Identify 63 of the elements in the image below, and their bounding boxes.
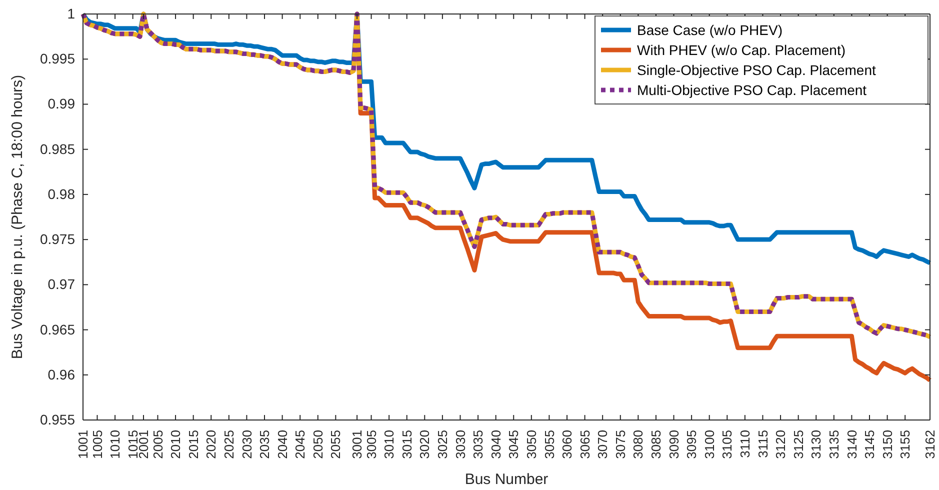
x-tick-label: 3045 [506,430,522,459]
x-tick-label: 3020 [417,430,432,459]
x-tick-label: 3060 [560,430,575,459]
x-tick-label: 3001 [350,430,365,459]
y-tick-label: 0.985 [40,140,76,157]
x-tick-label: 2010 [168,430,184,459]
x-tick-label: 3025 [434,430,450,459]
x-tick-label: 3140 [844,430,860,459]
x-tick-label: 3135 [826,430,842,459]
x-tick-label: 3015 [399,430,414,459]
y-tick-label: 0.955 [40,411,76,428]
x-tick-label: 1005 [90,430,105,459]
x-tick-label: 3150 [880,430,895,459]
y-tick-label: 0.975 [40,231,76,248]
y-tick-label: 0.99 [48,96,76,112]
legend-label: With PHEV (w/o Cap. Placement) [637,42,846,58]
x-tick-label: 3085 [648,430,664,459]
x-tick-label: 3035 [470,430,486,459]
x-tick-label: 1001 [76,430,91,459]
x-tick-label: 3115 [755,430,770,458]
x-tick-label: 3080 [630,430,646,459]
x-tick-label: 3125 [790,430,806,459]
x-tick-label: 3095 [684,430,700,459]
x-tick-label: 3050 [524,430,539,459]
x-tick-label: 3155 [898,430,913,459]
x-tick-label: 3090 [666,430,682,459]
x-tick-label: 3005 [364,430,379,459]
y-tick-label: 0.995 [40,50,76,67]
y-tick-label: 0.98 [48,186,76,202]
y-tick-label: 1 [67,5,76,22]
x-tick-label: 3055 [542,430,557,459]
x-tick-label: 3162 [922,430,938,459]
x-tick-label: 2005 [150,430,166,459]
x-tick-label: 3065 [577,430,592,459]
y-tick-label: 0.96 [48,366,76,382]
y-axis-title: Bus Voltage in p.u. (Phase C, 18:00 hours) [9,74,26,360]
x-tick-label: 3105 [720,430,735,459]
x-tick-label: 2055 [328,430,344,459]
x-tick-label: 2050 [310,430,326,459]
x-tick-label: 1010 [108,430,123,459]
x-tick-label: 3010 [382,430,397,459]
x-tick-label: 3120 [773,430,788,459]
x-tick-label: 2025 [221,430,236,459]
x-tick-label: 2030 [239,430,254,459]
x-tick-label: 2040 [274,430,290,459]
legend-label: Single-Objective PSO Cap. Placement [637,62,876,78]
x-tick-label: 2045 [292,430,308,459]
x-tick-label: 2015 [186,430,201,459]
x-tick-label: 3110 [737,430,752,458]
legend-label: Multi-Objective PSO Cap. Placement [637,82,867,98]
x-tick-label: 3070 [595,430,610,459]
x-tick-label: 2020 [204,430,219,459]
x-tick-label: 3145 [862,430,878,459]
x-tick-label: 3130 [808,430,824,459]
x-tick-label: 2035 [257,430,272,459]
y-tick-label: 0.965 [40,321,76,338]
x-tick-label: 3100 [702,430,717,459]
x-tick-label: 3040 [488,430,504,459]
x-tick-label: 3030 [452,430,468,459]
x-axis-title: Bus Number [464,471,548,488]
y-tick-label: 0.97 [48,276,76,292]
legend-label: Base Case (w/o PHEV) [637,22,782,38]
x-tick-label: 3075 [612,430,628,459]
